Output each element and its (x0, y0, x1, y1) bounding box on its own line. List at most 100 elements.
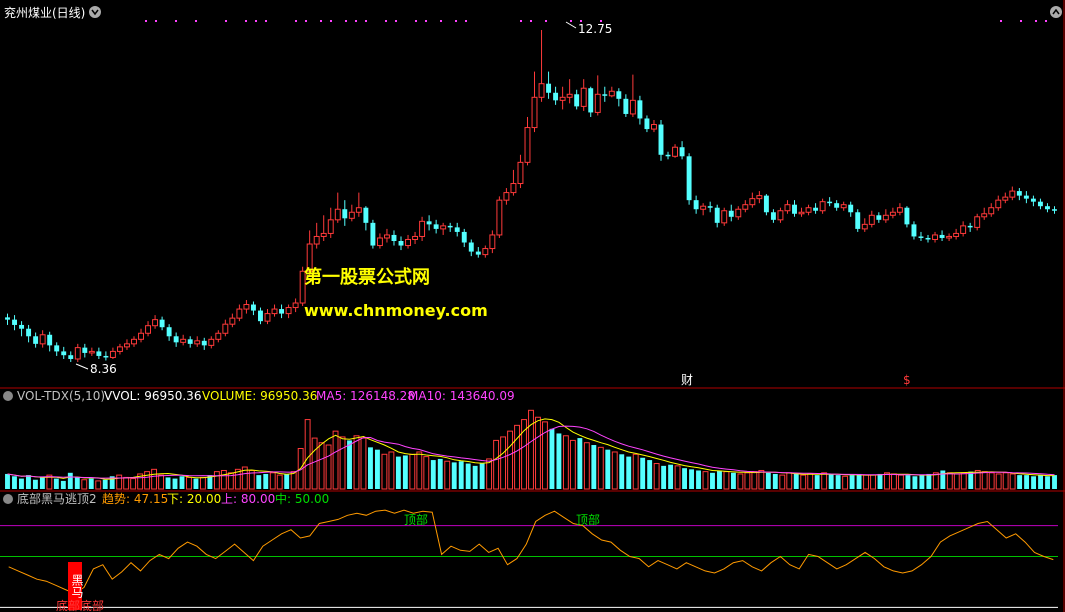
volume-bar (88, 478, 94, 489)
volume-bar (12, 476, 17, 489)
candle-body (1052, 209, 1057, 211)
candle-body (1009, 190, 1016, 198)
volume-bar (674, 465, 681, 490)
volume-bar (241, 466, 248, 490)
low-price-label: 8.36 (90, 362, 117, 376)
candle-body (1037, 201, 1043, 207)
candle-body (840, 204, 847, 209)
candle-body (208, 338, 215, 346)
volume-indicator-name[interactable]: VOL-TDX(5,10) (17, 389, 105, 403)
dividend-marker[interactable]: $ (903, 373, 911, 387)
top-marker-dot (580, 20, 582, 22)
top-marker-dot (520, 20, 522, 22)
volume-bar (430, 460, 436, 489)
volume-bar (1009, 473, 1016, 490)
candle-body (517, 161, 524, 185)
ma10-value: MA10: 143640.09 (408, 389, 515, 403)
candle-body (355, 207, 362, 213)
top-marker-dot (1000, 20, 1002, 22)
volume-bar (514, 424, 520, 490)
finance-marker[interactable]: 财 (681, 373, 693, 387)
volume-bar (67, 472, 73, 489)
volume-bar (521, 419, 527, 490)
candle-body (440, 225, 447, 230)
volume-bar (702, 471, 709, 490)
candle-body (383, 234, 390, 239)
top-marker-dot (600, 20, 602, 22)
volume-value: VOLUME: 96950.36 (202, 389, 317, 403)
volume-bar (814, 475, 820, 489)
candle-body (904, 207, 910, 225)
candle-body (574, 94, 580, 107)
candle-body (243, 304, 250, 310)
candle-body (995, 199, 1002, 209)
candle-body (749, 198, 756, 206)
candle-body (728, 210, 734, 217)
top-marker-dot (415, 20, 417, 22)
candle-body (152, 319, 159, 327)
top-marker-dot (455, 20, 457, 22)
volume-bar (1038, 475, 1043, 489)
candle-body (194, 340, 201, 345)
volume-bar (682, 468, 688, 489)
volume-bar (256, 475, 262, 489)
candle-body (88, 350, 95, 354)
candle-body (215, 332, 222, 340)
candle-body (159, 319, 165, 328)
candle-body (735, 208, 742, 218)
candle-body (271, 308, 278, 315)
candle-body (376, 237, 383, 247)
volume-bar (891, 473, 897, 490)
candle-body (180, 338, 187, 343)
volume-bar (926, 473, 932, 489)
top-marker-dot (425, 20, 427, 22)
candle-body (426, 221, 432, 225)
volume-bar (158, 474, 164, 490)
volume-bar (144, 471, 151, 490)
volume-bar (486, 458, 493, 490)
top-marker-dot (345, 20, 347, 22)
candle-body (602, 94, 608, 96)
candle-body (946, 235, 953, 239)
volume-bar (569, 439, 576, 490)
volume-bar (919, 475, 925, 489)
volume-bar (556, 433, 562, 489)
volume-bar (877, 473, 883, 489)
collapse-icon[interactable] (1050, 6, 1062, 18)
volume-bar (800, 474, 807, 490)
candle-body (398, 240, 404, 246)
volume-bar (744, 472, 751, 490)
volume-bar (737, 473, 744, 490)
volume-bar (542, 421, 548, 490)
candle-body (250, 304, 256, 311)
volume-bar (199, 476, 206, 490)
volume-bar (946, 472, 953, 490)
candle-body (61, 351, 67, 356)
volume-bar (311, 437, 318, 490)
candle-body (173, 336, 179, 343)
volume-bar (151, 468, 158, 490)
candle-body (285, 307, 292, 315)
candle-body (721, 210, 728, 224)
candle-body (166, 327, 172, 337)
top-marker-dot (295, 20, 297, 22)
volume-panel-icon[interactable] (3, 391, 13, 401)
volume-bar (619, 454, 625, 489)
indicator-panel-icon[interactable] (3, 494, 13, 504)
volume-bar (179, 476, 185, 489)
candle-body (447, 225, 453, 228)
candle-body (363, 207, 369, 223)
candle-body (756, 195, 763, 200)
volume-bar (227, 472, 234, 490)
candle-body (770, 212, 776, 220)
volume-bar (500, 436, 507, 490)
volume-bar (472, 465, 478, 489)
candle-body (868, 214, 875, 225)
candle-body (658, 124, 664, 155)
volume-bar (562, 435, 569, 490)
indicator-name[interactable]: 底部黑马逃顶2 (17, 491, 97, 506)
volume-bar (689, 469, 694, 489)
volume-bar (220, 469, 227, 490)
title-dropdown-icon[interactable] (89, 6, 101, 18)
